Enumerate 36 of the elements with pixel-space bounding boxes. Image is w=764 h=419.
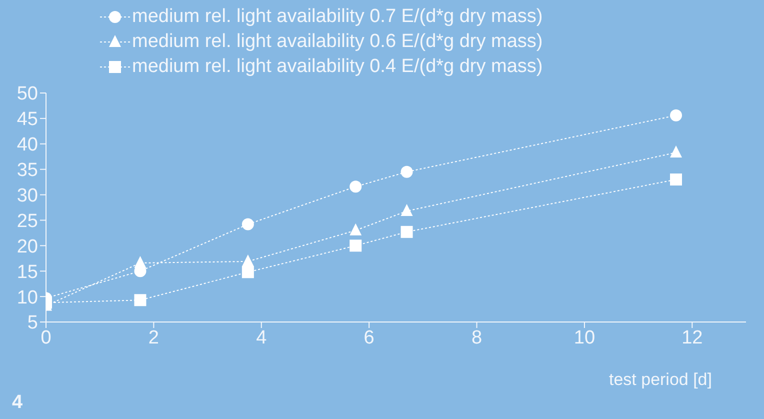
point	[670, 146, 682, 158]
y-tick-label: 40	[16, 134, 38, 156]
y-tick-label: 25	[16, 210, 38, 232]
point	[134, 294, 146, 306]
x-axis-title: test period [d]	[608, 370, 712, 389]
y-tick-label: 15	[16, 262, 38, 283]
point	[400, 166, 413, 178]
x-tick-label: 0	[40, 327, 52, 348]
x-tick-label: 2	[148, 327, 159, 348]
legend-label: medium rel. light availability 0.4 E/(d*g dry mass)	[132, 56, 543, 78]
point	[400, 204, 413, 216]
y-tick-label: 50	[16, 84, 38, 105]
point	[242, 266, 254, 278]
x-tick-label: 12	[682, 327, 703, 348]
y-tick-label: 35	[16, 160, 38, 182]
x-tick-label: 4	[256, 327, 268, 348]
x-tick-label: 10	[574, 327, 596, 348]
point	[670, 174, 682, 186]
point	[670, 109, 682, 122]
y-tick-label: 5	[27, 312, 38, 334]
point	[400, 226, 413, 238]
point	[242, 218, 254, 230]
x-tick-label: 6	[364, 327, 374, 348]
y-tick-label: 10	[16, 287, 38, 308]
point	[242, 254, 254, 266]
point	[350, 180, 362, 193]
legend-label: medium rel. light availability 0.6 E/(d*g dry mass)	[132, 30, 543, 52]
y-tick-label: 30	[16, 186, 38, 207]
point	[350, 223, 362, 236]
point	[134, 256, 146, 268]
legend-label: medium rel. light availability 0.7 E/(d*g dry mass)	[132, 6, 543, 28]
y-tick-label: 45	[16, 109, 38, 130]
point	[350, 240, 362, 252]
x-tick-label: 8	[471, 327, 482, 348]
text: 4	[12, 392, 23, 414]
y-tick-label: 20	[16, 236, 38, 258]
